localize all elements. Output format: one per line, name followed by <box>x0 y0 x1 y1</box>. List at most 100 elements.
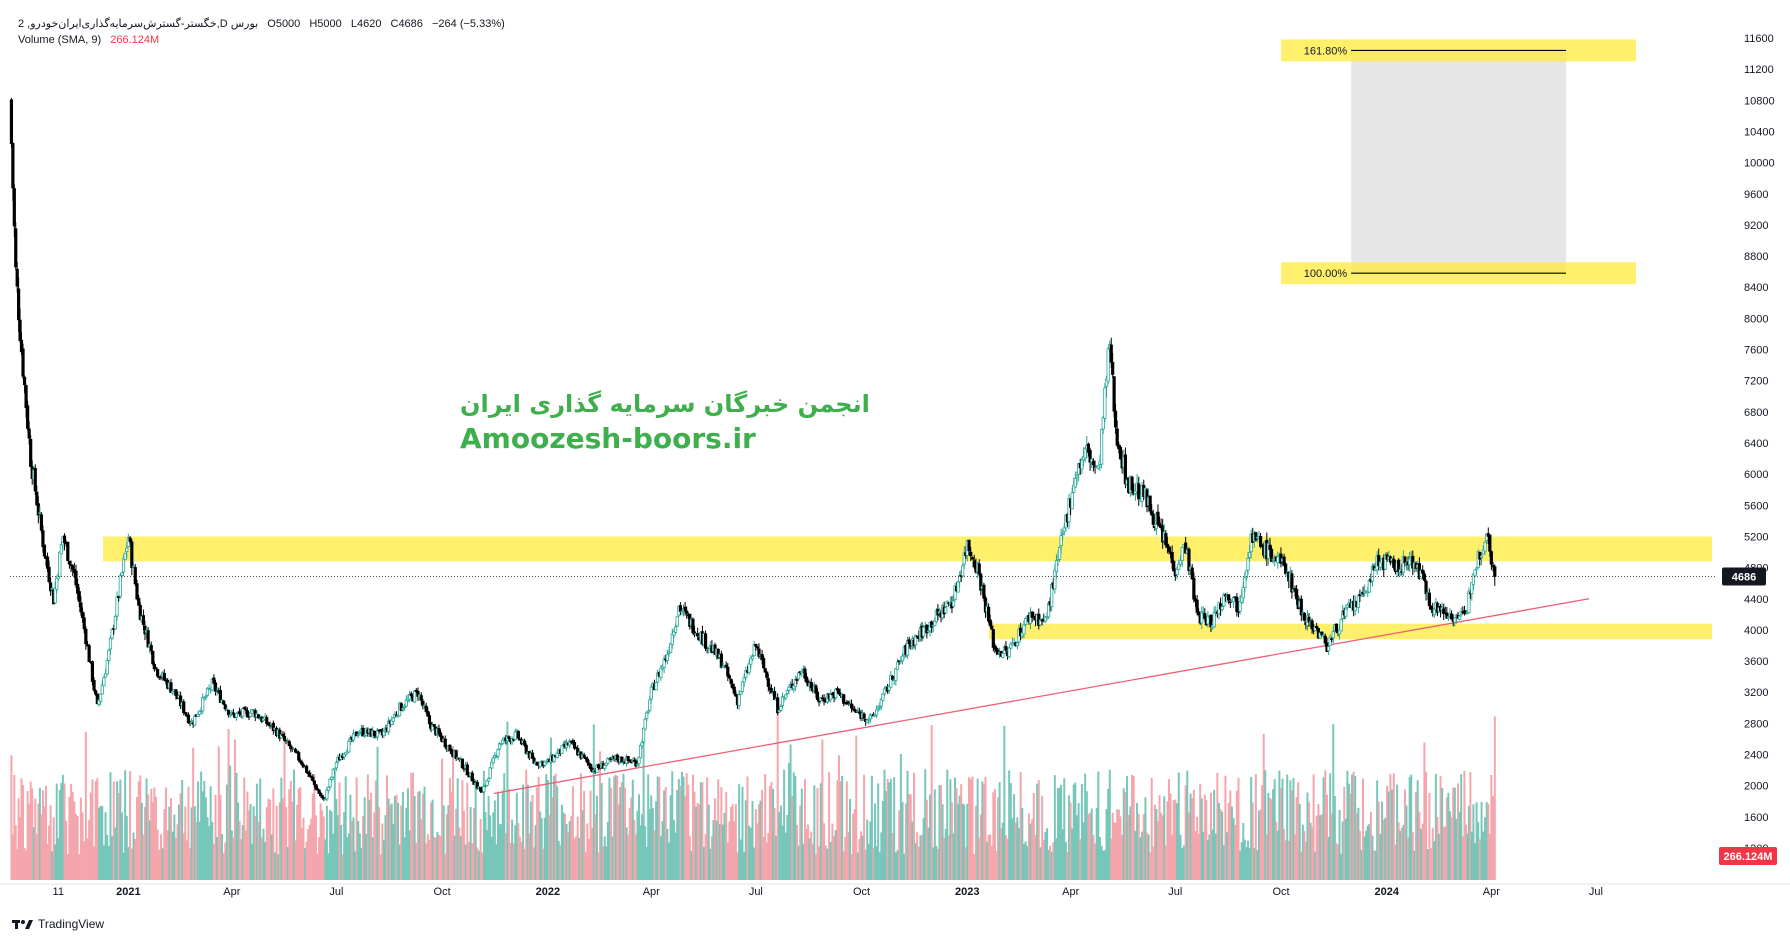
volume-bar <box>1087 814 1090 880</box>
volume-bar <box>259 778 262 880</box>
candle-body <box>922 626 926 637</box>
volume-bar <box>1450 817 1453 880</box>
volume-bar <box>818 846 821 880</box>
volume-bar <box>1303 831 1306 880</box>
volume-bar <box>1478 839 1481 880</box>
volume-bar <box>1226 832 1229 880</box>
volume-bar <box>1019 772 1022 880</box>
candle-body <box>1254 532 1258 541</box>
candle-body <box>779 706 783 711</box>
volume-bar <box>1354 775 1357 880</box>
volume-bar <box>608 777 611 880</box>
volume-bar <box>314 815 317 880</box>
volume-bar <box>986 841 989 880</box>
volume-bar <box>517 823 520 880</box>
candle-body <box>513 731 517 740</box>
volume-bar <box>293 769 296 880</box>
candle-body <box>482 786 486 793</box>
volume-bar <box>993 788 996 880</box>
volume-bar <box>273 852 276 880</box>
volume-bar <box>515 792 518 880</box>
volume-bar <box>568 821 571 880</box>
volume-bar <box>1286 774 1289 880</box>
volume-bar <box>628 808 631 880</box>
volume-bar <box>966 803 969 880</box>
volume-bar <box>492 812 495 880</box>
candle-body <box>42 544 47 557</box>
candle-body <box>643 718 647 730</box>
volume-bar <box>1294 834 1297 880</box>
candle-body <box>776 697 780 714</box>
volume-bar <box>94 781 97 880</box>
volume-bar <box>41 790 44 880</box>
volume-bar <box>1063 778 1066 880</box>
volume-bar <box>184 806 187 880</box>
candle-body <box>234 712 239 718</box>
volume-bar <box>1182 845 1185 880</box>
volume-bar <box>636 810 639 880</box>
volume-bar <box>28 804 31 880</box>
volume-bar <box>208 826 211 880</box>
volume-bar <box>978 837 981 880</box>
candle-body <box>784 694 788 699</box>
volume-bar <box>1119 816 1122 880</box>
volume-indicator-label[interactable]: Volume (SMA, 9) <box>18 34 102 46</box>
volume-bar <box>875 846 878 880</box>
candle-body <box>401 707 405 710</box>
volume-bar <box>748 825 751 880</box>
volume-bar <box>1362 778 1365 880</box>
volume-bar <box>212 843 215 880</box>
fibonacci-range-fill <box>1351 50 1567 274</box>
candle-body <box>640 742 644 747</box>
candle-body <box>1302 612 1307 621</box>
volume-bar <box>418 790 421 880</box>
volume-bar <box>680 771 683 880</box>
symbol-title[interactable]: 2 ,خگستر-گسترش‌سرمایه‌گذاری‌ایران‌خودرو,… <box>18 18 259 30</box>
candle-body <box>523 740 527 746</box>
candle-body <box>1177 563 1181 570</box>
support-resistance-zone-1 <box>103 536 1712 562</box>
candle-body <box>1331 631 1335 639</box>
volume-bar <box>534 825 537 880</box>
candle-body <box>58 551 62 577</box>
candle-body <box>1344 608 1348 617</box>
volume-bar <box>376 746 379 880</box>
last-price-label: 4686 <box>1732 571 1756 583</box>
candle-body <box>913 634 918 646</box>
volume-bar <box>288 789 291 880</box>
candle-body <box>1096 465 1100 469</box>
volume-bar <box>217 746 220 880</box>
volume-bar <box>481 852 484 880</box>
volume-bar <box>950 802 953 880</box>
tradingview-branding[interactable]: TradingView <box>12 917 104 931</box>
candle-body <box>82 617 86 630</box>
volume-bar <box>493 800 496 880</box>
volume-bar <box>442 805 445 880</box>
volume-bar <box>642 729 645 880</box>
volume-bar <box>858 838 861 880</box>
candle-body <box>123 552 127 560</box>
volume-bar <box>1281 778 1284 880</box>
candle-body <box>800 670 804 674</box>
candle-body <box>900 655 905 662</box>
volume-bar <box>148 820 151 880</box>
volume-bar <box>712 819 715 880</box>
volume-bar <box>914 842 917 880</box>
volume-bar <box>1107 788 1110 880</box>
volume-bar <box>224 842 227 880</box>
volume-bar <box>1064 841 1067 880</box>
volume-bar <box>119 779 122 880</box>
volume-bar <box>1382 819 1385 880</box>
volume-bar <box>285 807 288 880</box>
candle-body <box>222 700 226 705</box>
volume-bar <box>687 784 690 880</box>
volume-bar <box>142 834 145 880</box>
ascending-trendline <box>493 598 1590 795</box>
volume-bar <box>501 790 504 880</box>
candle-body <box>287 741 291 747</box>
volume-bar <box>639 825 642 880</box>
volume-bar <box>997 797 1000 880</box>
volume-bar <box>1103 850 1106 880</box>
candle-body <box>182 701 186 714</box>
volume-bar <box>990 845 993 880</box>
